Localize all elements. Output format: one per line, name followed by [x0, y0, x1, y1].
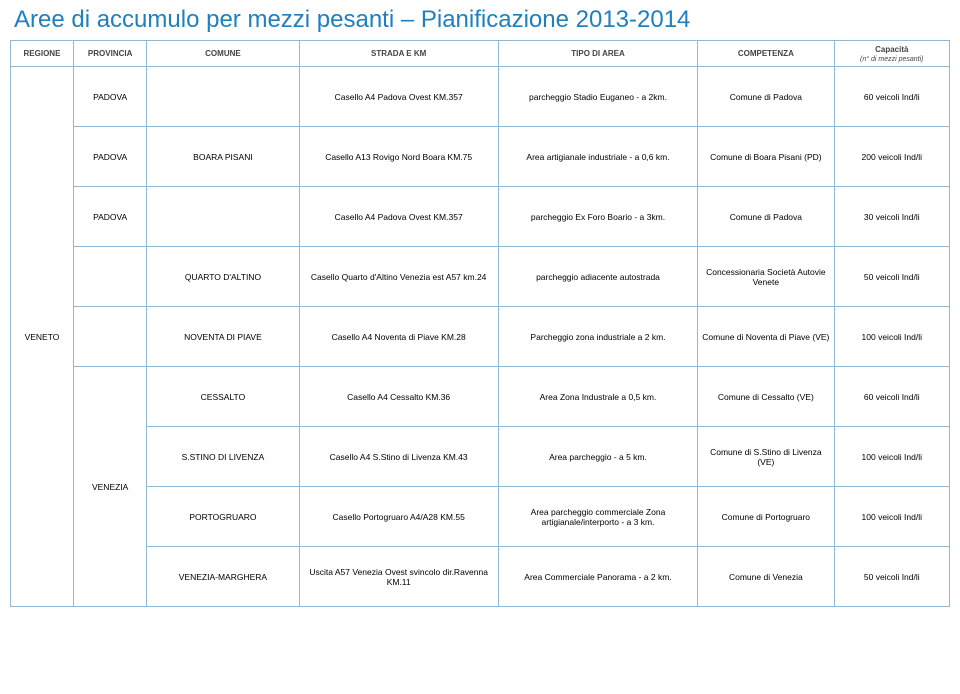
table-header-row: REGIONE PROVINCIA COMUNE STRADA E KM TIP…	[11, 41, 950, 67]
cell-capacita: 100 veicoli Ind/li	[834, 307, 949, 367]
cell-provincia: PADOVA	[73, 127, 146, 187]
cell-comune	[147, 67, 299, 127]
capacita-header-sub: (n° di mezzi pesanti)	[860, 56, 924, 63]
col-header-tipo: TIPO DI AREA	[498, 41, 697, 67]
cell-competenza: Comune di Portogruaro	[698, 487, 834, 547]
col-header-comune: COMUNE	[147, 41, 299, 67]
cell-capacita: 100 veicoli Ind/li	[834, 487, 949, 547]
cell-strada: Casello A4 Padova Ovest KM.357	[299, 67, 498, 127]
table-row: VENEZIA-MARGHERA Uscita A57 Venezia Oves…	[11, 547, 950, 607]
table-row: S.STINO DI LIVENZA Casello A4 S.Stino di…	[11, 427, 950, 487]
cell-strada: Casello A13 Rovigo Nord Boara KM.75	[299, 127, 498, 187]
cell-comune: S.STINO DI LIVENZA	[147, 427, 299, 487]
cell-comune: CESSALTO	[147, 367, 299, 427]
cell-capacita: 60 veicoli Ind/li	[834, 367, 949, 427]
cell-comune: QUARTO D'ALTINO	[147, 247, 299, 307]
areas-table: REGIONE PROVINCIA COMUNE STRADA E KM TIP…	[10, 40, 950, 607]
cell-comune: VENEZIA-MARGHERA	[147, 547, 299, 607]
cell-competenza: Concessionaria Società Autovie Venete	[698, 247, 834, 307]
page-title: Aree di accumulo per mezzi pesanti – Pia…	[14, 6, 950, 34]
cell-tipo: Parcheggio zona industriale a 2 km.	[498, 307, 697, 367]
cell-strada: Casello A4 Noventa di Piave KM.28	[299, 307, 498, 367]
cell-capacita: 100 veicoli Ind/li	[834, 427, 949, 487]
cell-tipo: Area parcheggio commerciale Zona artigia…	[498, 487, 697, 547]
cell-strada: Casello Quarto d'Altino Venezia est A57 …	[299, 247, 498, 307]
cell-competenza: Comune di Noventa di Piave (VE)	[698, 307, 834, 367]
cell-comune	[147, 187, 299, 247]
cell-provincia: VENEZIA	[73, 367, 146, 607]
cell-tipo: parcheggio Ex Foro Boario - a 3km.	[498, 187, 697, 247]
cell-provincia: PADOVA	[73, 67, 146, 127]
table-row: PORTOGRUARO Casello Portogruaro A4/A28 K…	[11, 487, 950, 547]
cell-provincia	[73, 307, 146, 367]
cell-comune: PORTOGRUARO	[147, 487, 299, 547]
cell-capacita: 50 veicoli Ind/li	[834, 247, 949, 307]
cell-capacita: 60 veicoli Ind/li	[834, 67, 949, 127]
col-header-competenza: COMPETENZA	[698, 41, 834, 67]
cell-competenza: Comune di Boara Pisani (PD)	[698, 127, 834, 187]
cell-comune: BOARA PISANI	[147, 127, 299, 187]
cell-tipo: Area Zona Industrale a 0,5 km.	[498, 367, 697, 427]
table-row: VENETO PADOVA Casello A4 Padova Ovest KM…	[11, 67, 950, 127]
cell-tipo: Area artigianale industriale - a 0,6 km.	[498, 127, 697, 187]
cell-tipo: parcheggio Stadio Euganeo - a 2km.	[498, 67, 697, 127]
cell-competenza: Comune di Padova	[698, 67, 834, 127]
cell-competenza: Comune di Padova	[698, 187, 834, 247]
regione-cell: VENETO	[11, 67, 74, 607]
cell-provincia: PADOVA	[73, 187, 146, 247]
cell-capacita: 50 veicoli Ind/li	[834, 547, 949, 607]
cell-tipo: Area Commerciale Panorama - a 2 km.	[498, 547, 697, 607]
capacita-header-label: Capacità	[875, 45, 908, 54]
cell-competenza: Comune di S.Stino di Livenza (VE)	[698, 427, 834, 487]
cell-strada: Casello A4 S.Stino di Livenza KM.43	[299, 427, 498, 487]
table-row: QUARTO D'ALTINO Casello Quarto d'Altino …	[11, 247, 950, 307]
table-row: VENEZIA CESSALTO Casello A4 Cessalto KM.…	[11, 367, 950, 427]
cell-strada: Uscita A57 Venezia Ovest svincolo dir.Ra…	[299, 547, 498, 607]
cell-strada: Casello A4 Cessalto KM.36	[299, 367, 498, 427]
cell-strada: Casello Portogruaro A4/A28 KM.55	[299, 487, 498, 547]
table-row: PADOVA BOARA PISANI Casello A13 Rovigo N…	[11, 127, 950, 187]
col-header-strada: STRADA E KM	[299, 41, 498, 67]
cell-competenza: Comune di Venezia	[698, 547, 834, 607]
col-header-provincia: PROVINCIA	[73, 41, 146, 67]
col-header-regione: REGIONE	[11, 41, 74, 67]
cell-competenza: Comune di Cessalto (VE)	[698, 367, 834, 427]
table-row: NOVENTA DI PIAVE Casello A4 Noventa di P…	[11, 307, 950, 367]
cell-strada: Casello A4 Padova Ovest KM.357	[299, 187, 498, 247]
cell-capacita: 200 veicoli Ind/li	[834, 127, 949, 187]
table-row: PADOVA Casello A4 Padova Ovest KM.357 pa…	[11, 187, 950, 247]
cell-comune: NOVENTA DI PIAVE	[147, 307, 299, 367]
cell-tipo: Area parcheggio - a 5 km.	[498, 427, 697, 487]
cell-provincia	[73, 247, 146, 307]
cell-capacita: 30 veicoli Ind/li	[834, 187, 949, 247]
cell-tipo: parcheggio adiacente autostrada	[498, 247, 697, 307]
col-header-capacita: Capacità (n° di mezzi pesanti)	[834, 41, 949, 67]
